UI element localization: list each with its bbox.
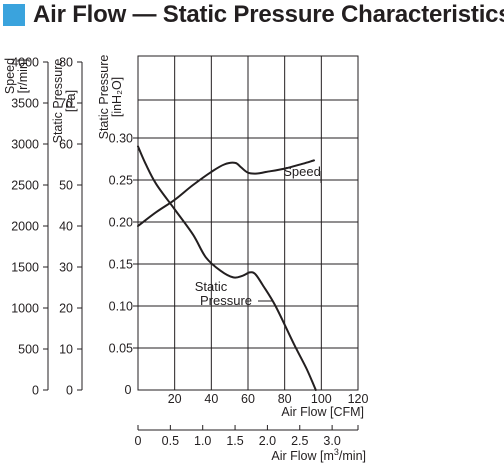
pa-tick-label: 30 bbox=[59, 261, 73, 275]
inh2o-axis-title-line2: [inH₂O] bbox=[110, 77, 124, 117]
speed-tick-label: 1500 bbox=[11, 261, 39, 275]
speed-axis-title-line2: [r/min] bbox=[16, 59, 30, 94]
m3min-tick-label: 2.0 bbox=[259, 434, 276, 448]
pa-axis-title: Static Pressure [Pa] bbox=[51, 59, 78, 144]
m3min-tick-label: 2.5 bbox=[291, 434, 308, 448]
static-pressure-curve bbox=[137, 145, 317, 391]
speed-tick-label: 3000 bbox=[11, 138, 39, 152]
pa-tick-label: 20 bbox=[59, 302, 73, 316]
pa-axis-title-line1: Static Pressure bbox=[51, 59, 65, 144]
title-marker bbox=[3, 4, 25, 26]
speed-tick-label: 0 bbox=[32, 384, 39, 398]
speed-tick-label: 2000 bbox=[11, 220, 39, 234]
cfm-tick-label: 60 bbox=[241, 392, 255, 406]
pa-tick-label: 60 bbox=[59, 138, 73, 152]
pressure-curve-label-line1: Static bbox=[195, 279, 228, 294]
inh2o-tick-label: 0.20 bbox=[109, 216, 133, 230]
pa-tick-label: 70 bbox=[59, 97, 73, 111]
inh2o-tick-label: 0.15 bbox=[109, 258, 133, 272]
pa-axis-title-line2: [Pa] bbox=[64, 90, 78, 112]
cfm-tick-label: 80 bbox=[278, 392, 292, 406]
cfm-tick-label: 20 bbox=[168, 392, 182, 406]
inh2o-tick-label: 0.25 bbox=[109, 174, 133, 188]
m3min-tick-label: 0 bbox=[135, 434, 142, 448]
speed-tick-label: 1000 bbox=[11, 302, 39, 316]
pressure-curve-label-line2: Pressure bbox=[200, 293, 252, 308]
speed-tick-label: 3500 bbox=[11, 97, 39, 111]
m3min-tick-label: 1.5 bbox=[226, 434, 243, 448]
plot-grid bbox=[137, 55, 359, 391]
pa-tick-label: 40 bbox=[59, 220, 73, 234]
cfm-axis-title: Air Flow [CFM] bbox=[281, 405, 364, 419]
pa-tick-label: 50 bbox=[59, 179, 73, 193]
inh2o-axis-title-line1: Static Pressure bbox=[97, 55, 111, 140]
cfm-tick-label: 120 bbox=[348, 392, 369, 406]
chart-title-bar: Air Flow — Static Pressure Characteristi… bbox=[3, 1, 504, 28]
inh2o-axis-title: Static Pressure [inH₂O] bbox=[97, 55, 124, 140]
m3min-axis-title: Air Flow [m3/min] bbox=[271, 447, 366, 463]
pa-tick-label: 10 bbox=[59, 343, 73, 357]
speed-curve bbox=[137, 159, 315, 227]
speed-tick-label: 2500 bbox=[11, 179, 39, 193]
speed-curve-label: Speed bbox=[283, 164, 321, 179]
chart-title: Air Flow — Static Pressure Characteristi… bbox=[33, 1, 504, 28]
m3min-tick-label: 0.5 bbox=[162, 434, 179, 448]
speed-axis-title: Speed [r/min] bbox=[3, 58, 30, 94]
speed-axis-title-line1: Speed bbox=[3, 58, 17, 94]
cfm-tick-label: 40 bbox=[204, 392, 218, 406]
inh2o-tick-label: 0.30 bbox=[109, 132, 133, 146]
m3min-tick-label: 3.0 bbox=[323, 434, 340, 448]
m3min-tick-label: 1.0 bbox=[194, 434, 211, 448]
pa-tick-label: 80 bbox=[59, 56, 73, 70]
cfm-tick-label: 100 bbox=[311, 392, 332, 406]
speed-tick-label: 500 bbox=[18, 343, 39, 357]
inh2o-tick-label: 0.10 bbox=[109, 300, 133, 314]
axes: 0500100015002000250030003500400001020304… bbox=[3, 55, 368, 463]
inh2o-tick-label: 0.05 bbox=[109, 342, 133, 356]
origin-label: 0 bbox=[125, 383, 132, 397]
pa-tick-label: 0 bbox=[66, 384, 73, 398]
series bbox=[137, 145, 317, 391]
speed-tick-label: 4000 bbox=[11, 56, 39, 70]
